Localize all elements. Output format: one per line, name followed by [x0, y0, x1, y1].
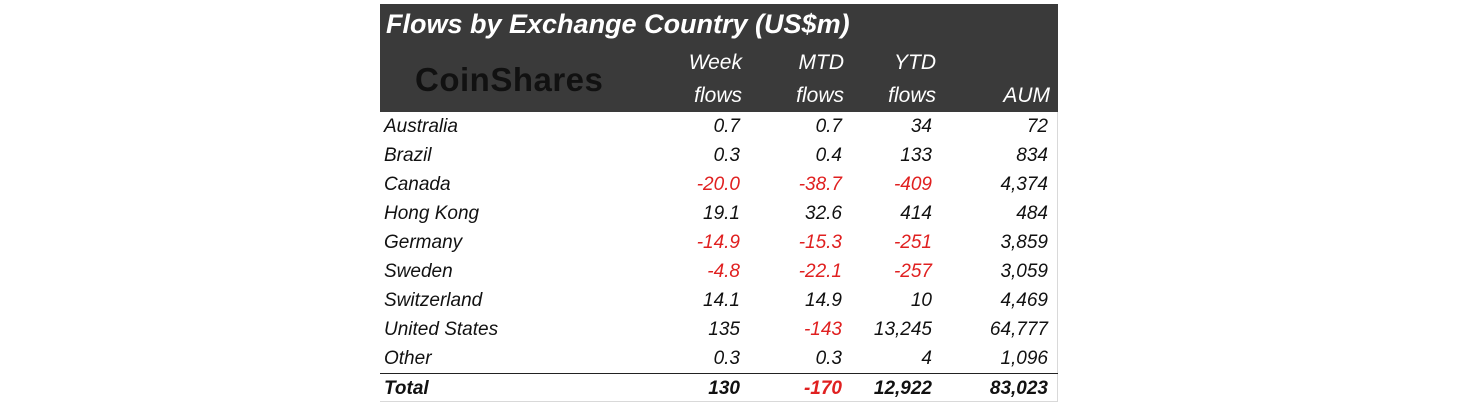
country-cell: Brazil [384, 145, 432, 166]
week-value-cell: 0.3 [713, 348, 740, 369]
mtd-value-cell: 0.7 [815, 116, 842, 137]
ytd-value-cell: -257 [893, 261, 932, 282]
week-value-cell: 0.7 [713, 116, 740, 137]
country-cell: Germany [384, 232, 463, 253]
country-cell: Australia [384, 116, 458, 137]
table-row: Other 0.3 0.3 4 1,096 [380, 344, 1058, 373]
mtd-value-cell: 14.9 [805, 290, 842, 311]
table-row: Brazil 0.3 0.4 133 834 [380, 141, 1058, 170]
header-ytd-line2: flows [888, 84, 936, 107]
coinshares-logo: CoinShares [415, 61, 604, 98]
week-value-cell: -4.8 [707, 261, 740, 282]
ytd-value-cell: 4 [921, 348, 932, 369]
country-cell: United States [384, 319, 499, 340]
mtd-value-cell: 32.6 [805, 203, 842, 224]
aum-value-cell: 72 [1026, 116, 1048, 137]
week-value-cell: 135 [708, 319, 740, 340]
aum-value-cell: 484 [1016, 203, 1048, 224]
week-value-cell: 130 [708, 378, 740, 399]
aum-value-cell: 4,374 [1000, 174, 1048, 195]
week-value-cell: -20.0 [696, 174, 740, 195]
ytd-value-cell: 13,245 [873, 319, 932, 340]
week-value-cell: 0.3 [713, 145, 740, 166]
table-row: United States 135 -143 13,245 64,777 [380, 315, 1058, 344]
header-mtd-line1: MTD [798, 51, 845, 74]
country-cell: Hong Kong [384, 203, 480, 224]
total-divider [380, 373, 1058, 374]
table-header: Flows by Exchange Country (US$m) CoinSha… [380, 4, 1058, 112]
country-cell: Canada [384, 174, 451, 195]
mtd-value-cell: -38.7 [798, 174, 842, 195]
header-mtd-line2: flows [796, 84, 844, 107]
table-row: Sweden -4.8 -22.1 -257 3,059 [380, 257, 1058, 286]
aum-value-cell: 834 [1016, 145, 1048, 166]
aum-value-cell: 4,469 [1000, 290, 1048, 311]
ytd-value-cell: -409 [893, 174, 932, 195]
table-title: Flows by Exchange Country (US$m) [386, 9, 850, 39]
mtd-value-cell: -170 [803, 378, 842, 399]
mtd-value-cell: -22.1 [798, 261, 842, 282]
mtd-value-cell: 0.3 [815, 348, 842, 369]
aum-value-cell: 3,859 [1000, 232, 1048, 253]
total-row: Total 130 -170 12,922 83,023 [380, 374, 1058, 403]
ytd-value-cell: 12,922 [873, 378, 932, 399]
ytd-value-cell: 133 [900, 145, 932, 166]
week-value-cell: 19.1 [703, 203, 740, 224]
header-week-line1: Week [688, 51, 742, 74]
aum-value-cell: 3,059 [1000, 261, 1048, 282]
aum-value-cell: 83,023 [989, 378, 1048, 399]
ytd-value-cell: 10 [910, 290, 932, 311]
ytd-value-cell: 414 [900, 203, 932, 224]
header-week-line2: flows [694, 84, 742, 107]
ytd-value-cell: -251 [893, 232, 932, 253]
mtd-value-cell: -143 [803, 319, 842, 340]
country-cell: Other [384, 348, 432, 369]
header-ytd-line1: YTD [894, 51, 936, 74]
country-cell: Sweden [384, 261, 453, 282]
country-cell: Switzerland [384, 290, 483, 311]
header-aum-line2: AUM [1003, 84, 1050, 107]
aum-value-cell: 64,777 [989, 319, 1048, 340]
ytd-value-cell: 34 [910, 116, 932, 137]
week-value-cell: 14.1 [703, 290, 740, 311]
flows-table: Flows by Exchange Country (US$m) CoinSha… [380, 4, 1058, 402]
total-label: Total [384, 378, 429, 399]
mtd-value-cell: -15.3 [798, 232, 842, 253]
table-row: Hong Kong 19.1 32.6 414 484 [380, 199, 1058, 228]
mtd-value-cell: 0.4 [815, 145, 842, 166]
table-row: Australia 0.7 0.7 34 72 [380, 112, 1058, 141]
table-row: Switzerland 14.1 14.9 10 4,469 [380, 286, 1058, 315]
table-row: Canada -20.0 -38.7 -409 4,374 [380, 170, 1058, 199]
aum-value-cell: 1,096 [1000, 348, 1048, 369]
table-row: Germany -14.9 -15.3 -251 3,859 [380, 228, 1058, 257]
week-value-cell: -14.9 [696, 232, 740, 253]
